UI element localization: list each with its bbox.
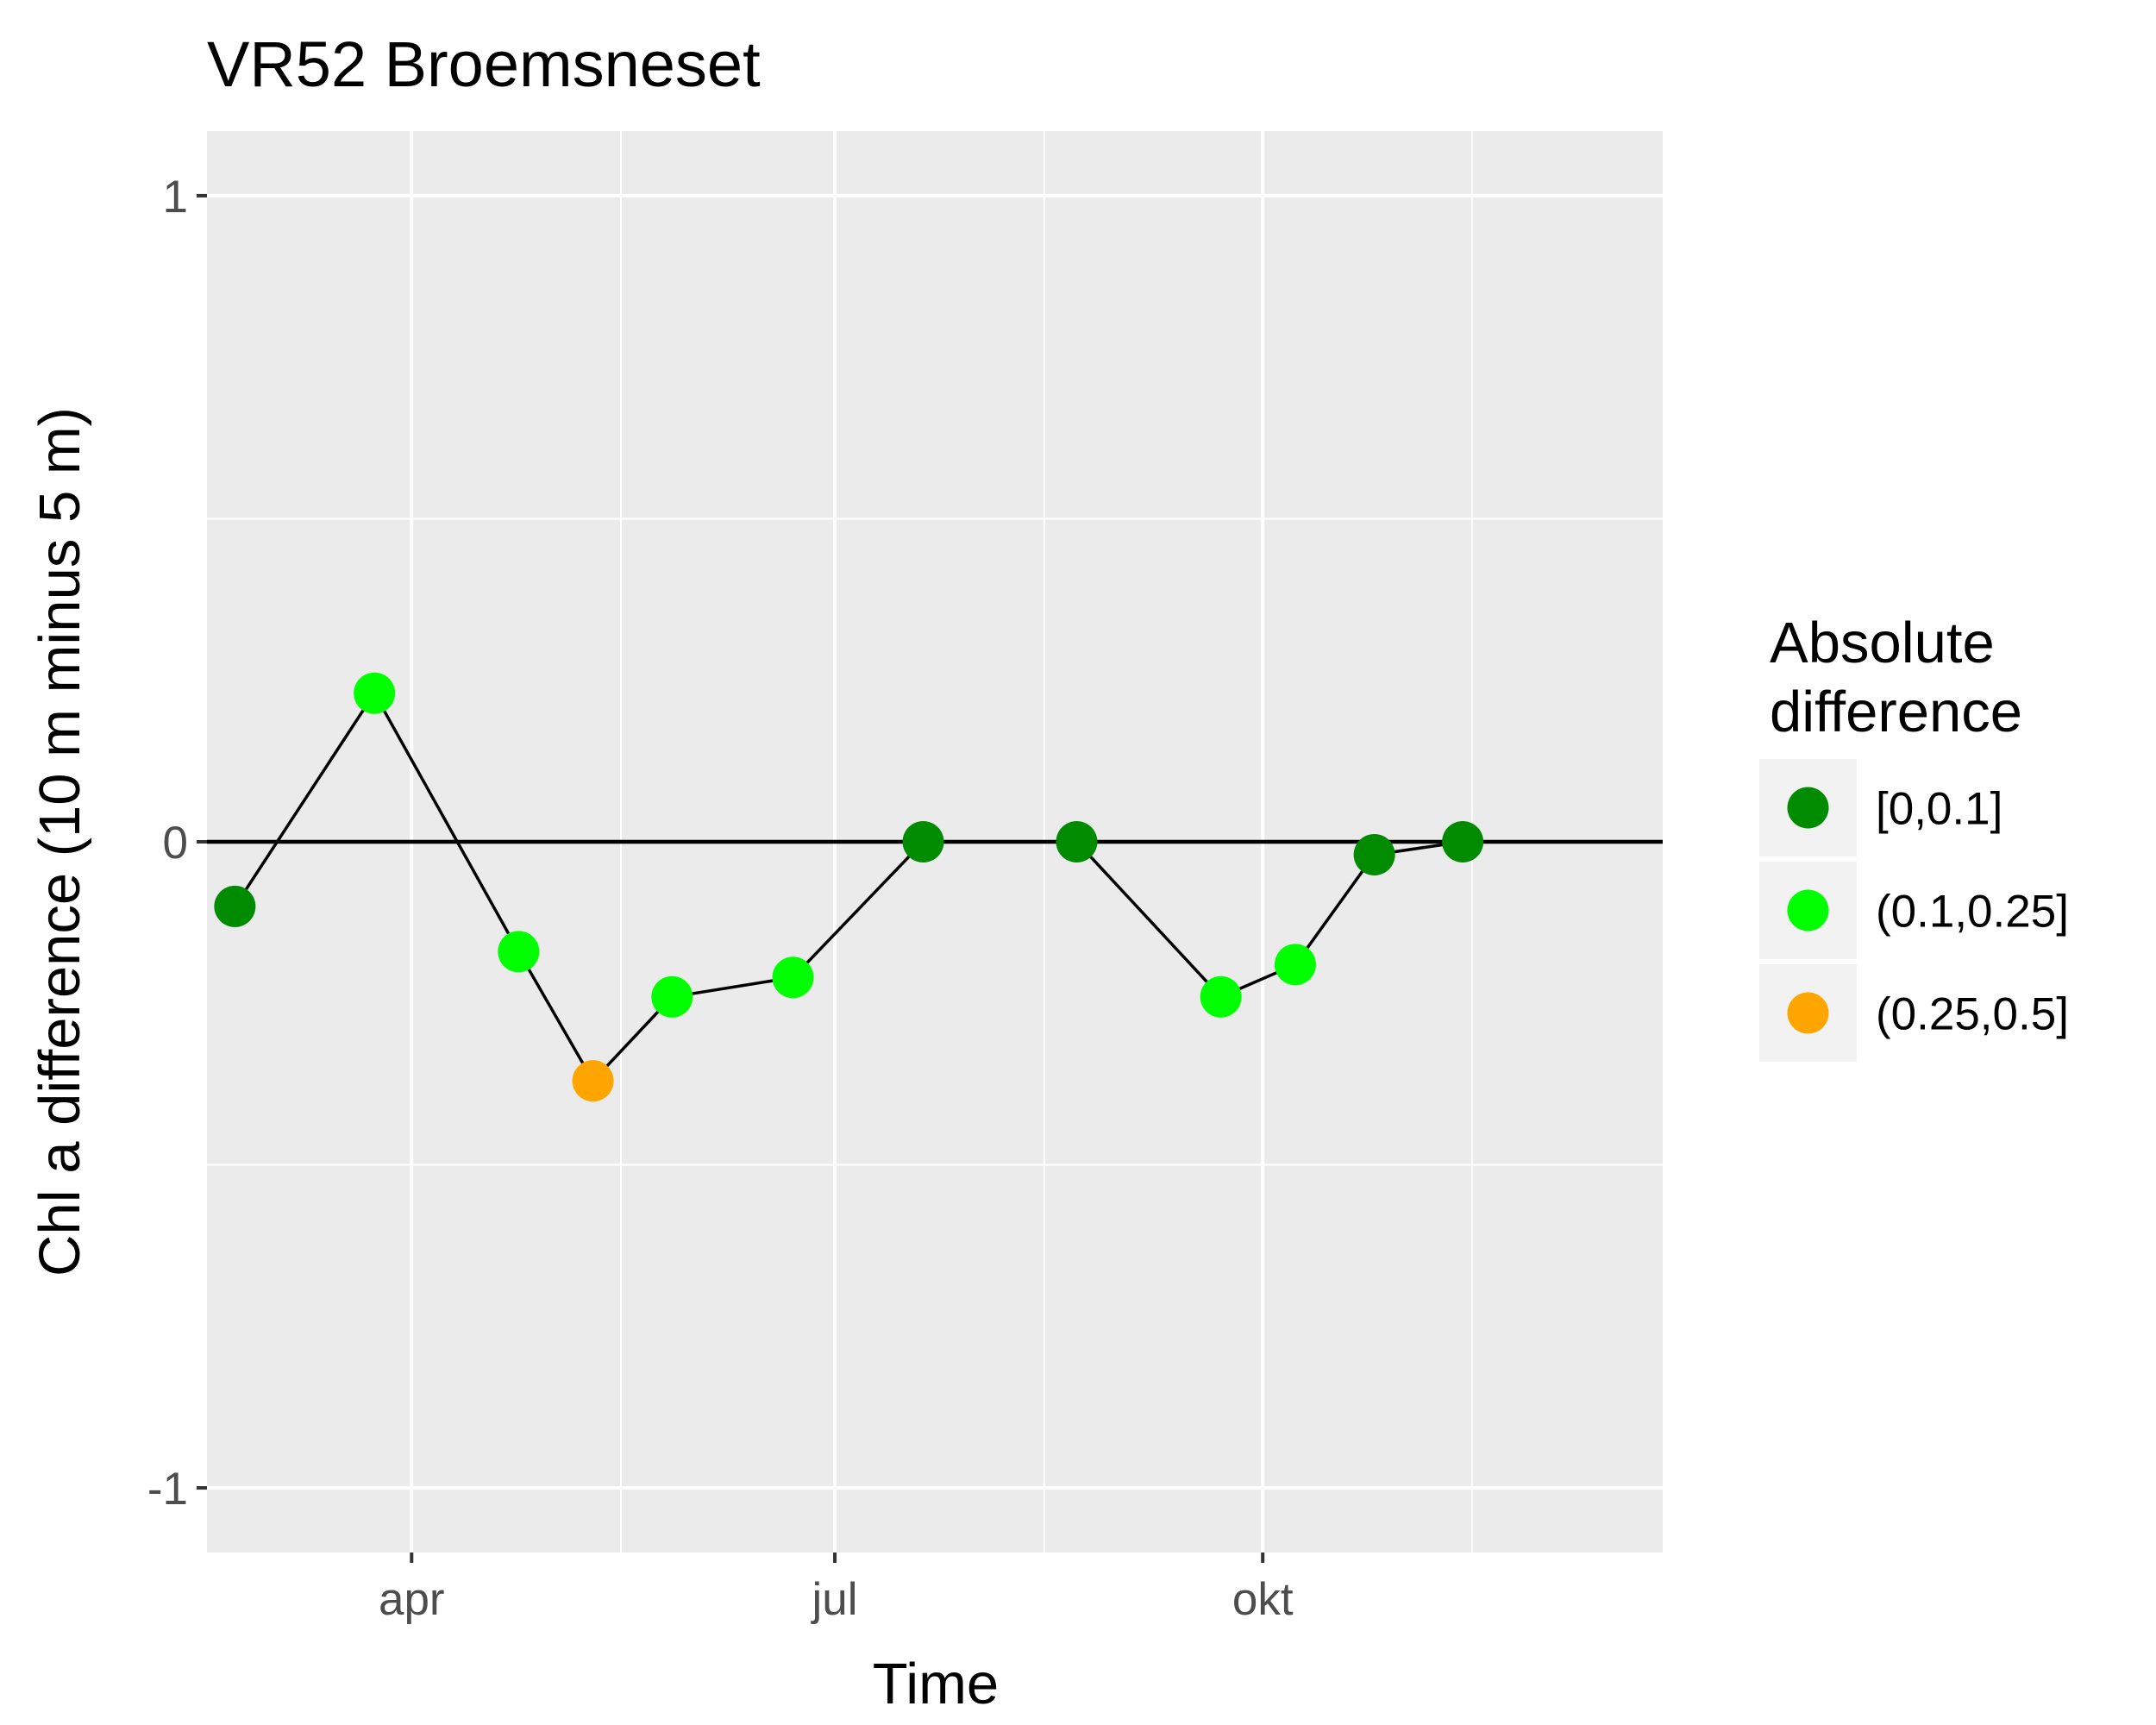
y-axis: 1 0 -1 — [147, 172, 207, 1515]
x-tick-label: jul — [811, 1574, 858, 1625]
y-tick-label: -1 — [147, 1464, 188, 1515]
x-axis: apr jul okt — [379, 1552, 1294, 1625]
data-point — [572, 1060, 614, 1102]
legend-key-swatch — [1787, 787, 1829, 829]
legend-key-swatch — [1787, 889, 1829, 932]
data-point — [902, 821, 944, 862]
data-point — [1442, 821, 1484, 862]
x-tick-label: okt — [1232, 1574, 1294, 1625]
x-axis-title: Time — [873, 1652, 999, 1716]
data-point — [651, 975, 693, 1018]
data-point — [354, 672, 396, 714]
legend: Absolute difference [0,0.1] (0.1,0.25] (0.… — [1759, 611, 2069, 1062]
data-point — [498, 931, 540, 973]
legend-key-swatch — [1787, 992, 1829, 1034]
legend-label: [0,0.1] — [1876, 784, 2002, 835]
data-point — [1056, 821, 1098, 862]
legend-label: (0.1,0.25] — [1876, 887, 2069, 938]
legend-entries: [0,0.1] (0.1,0.25] (0.25,0.5] — [1759, 759, 2069, 1062]
data-point — [1353, 833, 1395, 875]
series-line-layer — [233, 691, 1463, 1082]
x-tick-label: apr — [379, 1574, 445, 1625]
points-layer — [214, 672, 1484, 1102]
data-point — [214, 885, 256, 927]
data-point — [1274, 944, 1316, 986]
chart-title: VR52 Broemsneset — [207, 28, 761, 100]
data-point — [1200, 975, 1242, 1018]
y-tick-label: 1 — [163, 172, 188, 223]
y-axis-title: Chl a difference (10 m minus 5 m) — [28, 407, 92, 1276]
data-point — [772, 957, 814, 999]
legend-label: (0.25,0.5] — [1876, 989, 2069, 1040]
legend-title-line-1: Absolute — [1770, 611, 1995, 675]
legend-title-line-2: difference — [1770, 680, 2022, 744]
y-tick-label: 0 — [163, 818, 188, 869]
series-line — [233, 691, 1463, 1082]
